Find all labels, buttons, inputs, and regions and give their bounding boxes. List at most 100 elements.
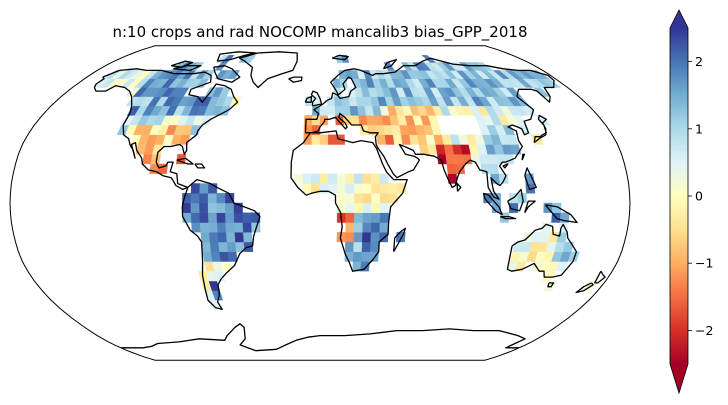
coastline-segment [238, 51, 298, 89]
bias-grid-cell [202, 251, 213, 262]
bias-grid-cell [242, 222, 253, 233]
bias-grid-cell [498, 173, 509, 184]
bias-grid-cell [200, 231, 211, 243]
bias-grid-cell [379, 193, 390, 204]
colorbar-tick-label: −2 [695, 323, 713, 338]
bias-grid-cell [345, 193, 355, 204]
bias-grid-cell [370, 222, 381, 233]
bias-grid-cell [354, 193, 364, 204]
coastline-segment [310, 90, 323, 107]
bias-grid-cell [199, 193, 209, 204]
bias-grid-cell [370, 173, 381, 184]
bias-grid-cell [345, 173, 355, 184]
coastline-segment [533, 114, 547, 144]
bias-grid-cell [388, 183, 398, 194]
bias-grid-cell [446, 163, 457, 175]
bias-grid-cell [327, 134, 337, 145]
coastline-segment [575, 282, 594, 294]
bias-grid-cell [488, 163, 500, 175]
bias-grid-cell [327, 105, 336, 116]
bias-grid-cell [294, 173, 304, 184]
bias-grid-cell [388, 193, 398, 204]
coastline-segment [547, 282, 555, 288]
bias-grid-cell [199, 222, 210, 233]
coastline-segment [304, 95, 313, 103]
bias-grid-cell [529, 70, 550, 79]
bias-grid-cell [379, 173, 389, 184]
bias-grid-cell [230, 96, 242, 107]
coastline-segment [456, 182, 462, 192]
bias-grid-cell [581, 280, 599, 291]
coastline-segment [216, 51, 257, 62]
coastline-segment [502, 163, 509, 169]
bias-grid-cell [199, 212, 209, 223]
colorbar-tick-label: 2 [695, 54, 703, 69]
bias-grid-cell [208, 231, 219, 243]
bias-grid-cell [208, 222, 218, 233]
coastline-segment [121, 323, 526, 352]
bias-grid-cell [371, 202, 381, 213]
bias-grid-cell [190, 183, 201, 194]
bias-grid-cell [379, 183, 390, 194]
bias-grid-cell [242, 212, 252, 223]
bias-grid-cell [319, 134, 329, 145]
bias-grid-cell [312, 96, 321, 107]
bias-grid-cell [319, 173, 329, 184]
coastline-segment [545, 204, 578, 224]
bias-grid-cell [556, 231, 568, 243]
bias-grid-cell [243, 231, 253, 243]
bias-grid-cell [226, 241, 237, 252]
bias-grid-cell [358, 115, 368, 126]
coastline-segment [288, 76, 303, 83]
bias-grid-cell [345, 222, 355, 233]
coastline-segment [521, 153, 526, 161]
coastline-segment [507, 188, 524, 212]
coastlines [93, 51, 606, 352]
coastline-segment [290, 130, 408, 272]
bias-grid-cell [518, 124, 532, 136]
coastline-segment [482, 192, 503, 216]
bias-grid-cell [480, 163, 491, 175]
bias-grid-cell [344, 241, 355, 252]
bias-grid-cell [190, 193, 200, 204]
bias-grid-cell [319, 115, 329, 126]
bias-grid-cell [370, 241, 380, 252]
colorbar-extend-low [670, 364, 688, 393]
bias-grid-cell [359, 124, 369, 136]
bias-grid-cell [445, 154, 456, 165]
bias-grid-cell [371, 183, 381, 194]
bias-grid-cell [216, 212, 226, 223]
bias-grid-cell [371, 193, 381, 204]
bias-grid-cell [190, 202, 200, 213]
bias-grid-cell [207, 202, 218, 213]
bias-grid-cell [371, 212, 381, 223]
bias-grid-cell [328, 173, 338, 184]
bias-grid-cell [354, 183, 364, 194]
bias-grid-cell [352, 251, 363, 262]
coastline-segment [194, 163, 206, 169]
bias-grid-cell [228, 70, 240, 79]
bias-grid-cell [225, 231, 236, 243]
bias-grid-cell [345, 212, 355, 223]
bias-grid-cell [342, 105, 352, 116]
bias-grid-cell [216, 202, 226, 213]
coastline-segment [93, 68, 239, 191]
bias-grid-cell [361, 251, 371, 262]
bias-grid-cell [379, 222, 389, 233]
coastline-segment [170, 60, 194, 68]
bias-grid-cell [353, 231, 363, 243]
bias-grid-cell [418, 144, 430, 155]
bias-grid-cell [562, 241, 574, 252]
bias-grid-cell [370, 231, 380, 243]
colorbar: 2 1 0 −1 −2 [669, 9, 713, 395]
bias-grid-cell [384, 134, 395, 145]
colorbar-tick-label: −1 [695, 256, 713, 271]
bias-grid-cell [216, 222, 227, 233]
colorbar-frame [669, 9, 689, 395]
colorbar-gradient [670, 28, 688, 364]
bias-grid-cell [210, 251, 222, 262]
coastline-segment [382, 58, 398, 70]
bias-grid-cell [218, 87, 231, 97]
bias-grid-cell [234, 222, 244, 233]
